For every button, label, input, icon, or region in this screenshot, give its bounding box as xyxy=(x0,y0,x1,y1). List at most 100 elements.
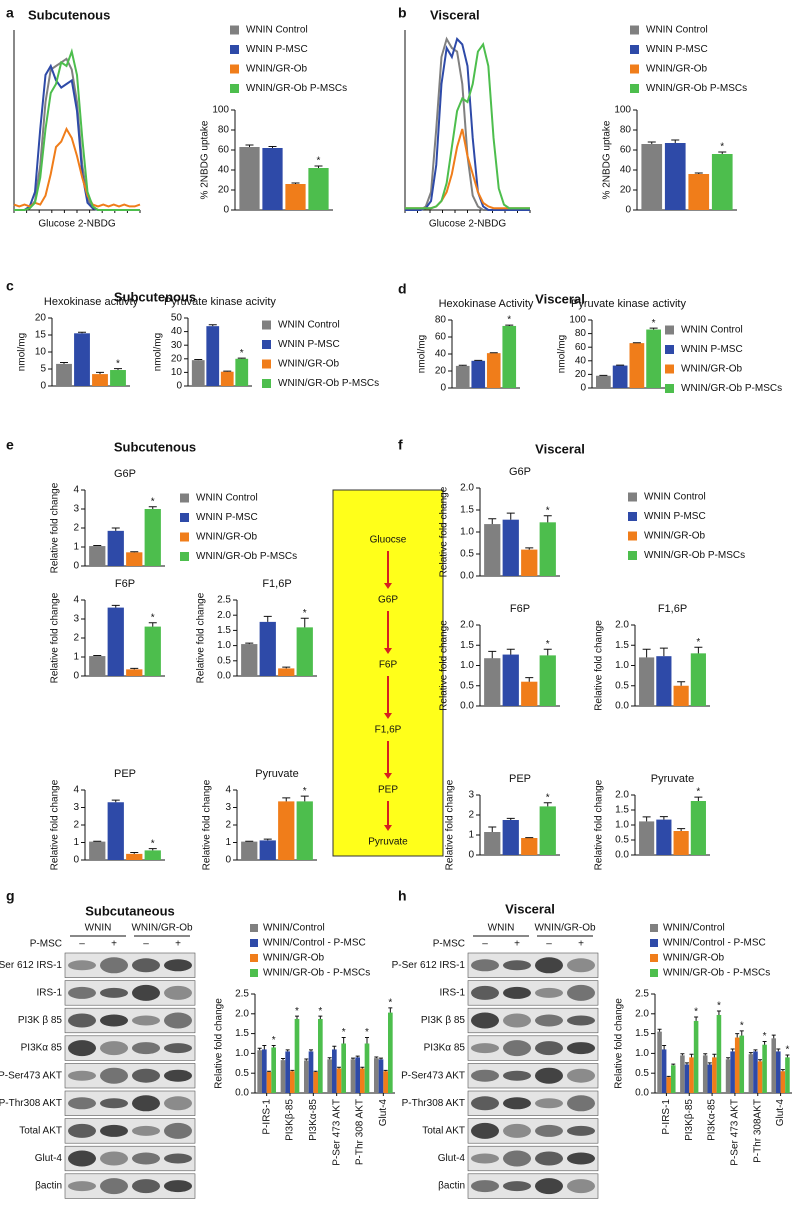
blot-band xyxy=(535,1178,563,1195)
bar xyxy=(707,1064,713,1093)
x-tick-label: P-Ser 473 AKT xyxy=(730,1099,741,1166)
legend-label: WNIN P-MSC xyxy=(246,44,308,55)
error-bar xyxy=(130,551,139,553)
error-bar xyxy=(262,1044,267,1050)
error-bar xyxy=(671,1063,676,1066)
bar xyxy=(278,801,295,860)
y-tick-label: 1.0 xyxy=(235,1048,249,1059)
bar xyxy=(341,1043,346,1093)
blot-band xyxy=(503,1013,531,1028)
error-bar xyxy=(758,1059,763,1062)
error-bar xyxy=(96,371,104,375)
bar xyxy=(539,522,556,576)
y-tick-label: 2.0 xyxy=(615,620,629,631)
significance: * xyxy=(696,637,700,648)
error-bar xyxy=(148,622,157,627)
chart-title: Hexokinase Activity xyxy=(439,298,534,310)
y-tick-label: 1.0 xyxy=(460,527,474,538)
y-tick-label: 0.0 xyxy=(235,1088,249,1099)
legend-label: WNIN/GR-Ob xyxy=(681,364,743,375)
error-bar xyxy=(649,327,658,330)
bar xyxy=(702,1055,708,1093)
y-tick-label: 60 xyxy=(575,342,587,353)
histogram-line xyxy=(405,128,530,210)
bar xyxy=(206,326,220,386)
blot-band xyxy=(100,1124,128,1137)
legend-swatch xyxy=(665,345,674,354)
blot-sign: – xyxy=(143,939,149,950)
significance: * xyxy=(740,1020,744,1031)
y-tick-label: 2.0 xyxy=(615,790,629,801)
y-axis-label: % 2NBDG uptake xyxy=(602,120,613,199)
error-bar xyxy=(282,666,291,669)
blot-group: WNIN/GR-Ob xyxy=(534,923,596,934)
error-bar xyxy=(267,1070,271,1073)
chart-title: F1,6P xyxy=(262,578,291,590)
bar xyxy=(285,1051,290,1093)
legend-swatch xyxy=(650,924,658,932)
blot-band xyxy=(164,1043,192,1054)
error-bar xyxy=(735,1033,740,1038)
blot-band xyxy=(68,1097,96,1110)
blot-treatment: P-MSC xyxy=(30,939,62,950)
panel-letter: g xyxy=(6,888,15,904)
y-tick-label: 4 xyxy=(73,485,79,496)
significance: * xyxy=(546,639,550,650)
bar xyxy=(486,353,501,388)
y-axis-label: Relative fold change xyxy=(439,620,450,711)
blot-group: WNIN xyxy=(488,923,515,934)
blot-band xyxy=(503,960,531,971)
y-tick-label: 20 xyxy=(218,185,230,196)
error-bar xyxy=(130,851,139,854)
histogram-line xyxy=(13,126,141,208)
bar xyxy=(690,801,706,855)
bar xyxy=(271,1047,276,1093)
blot-band xyxy=(535,957,563,974)
legend-label: WNIN Control xyxy=(246,25,308,36)
error-bar xyxy=(309,1049,313,1052)
y-tick-label: 3 xyxy=(73,504,79,515)
error-bar xyxy=(543,648,552,656)
panel-title: Subcutenous xyxy=(114,439,196,454)
y-tick-label: 4 xyxy=(225,785,231,796)
blot-sign: + xyxy=(578,939,584,950)
panel-title: Visceral xyxy=(505,901,555,916)
bar xyxy=(661,1049,667,1093)
bar xyxy=(388,1012,393,1093)
y-axis-label: nmol/mg xyxy=(153,333,164,371)
bar xyxy=(596,375,611,388)
bar xyxy=(241,644,258,676)
legend-swatch xyxy=(630,45,639,54)
y-tick-label: 40 xyxy=(435,349,447,360)
legend-label: WNIN Control xyxy=(681,325,743,336)
blot-band xyxy=(132,1068,160,1083)
error-bar xyxy=(680,1053,685,1056)
error-bar xyxy=(245,144,254,147)
error-bar xyxy=(341,1037,346,1044)
chart-title: Pyruvate kinase acivity xyxy=(164,296,276,308)
y-tick-label: 2.0 xyxy=(635,1008,649,1019)
legend-swatch xyxy=(665,364,674,374)
bar xyxy=(673,685,689,706)
legend-label: WNIN Control xyxy=(278,320,340,331)
error-bar xyxy=(712,1053,717,1058)
bar xyxy=(780,1071,786,1093)
bar xyxy=(484,658,501,706)
chart-title: PEP xyxy=(114,768,136,780)
significance: * xyxy=(785,1045,789,1056)
chart-title: F6P xyxy=(115,578,135,590)
panel-letter: d xyxy=(398,281,407,297)
legend-swatch xyxy=(628,512,637,521)
bar xyxy=(278,668,295,676)
y-tick-label: 1.5 xyxy=(615,805,629,816)
bar xyxy=(191,360,205,386)
legend-swatch xyxy=(180,552,189,561)
y-tick-label: 1.5 xyxy=(460,640,474,651)
panel-letter: e xyxy=(6,437,14,453)
blot-band xyxy=(164,1122,192,1139)
legend-swatch xyxy=(180,532,189,542)
error-bar xyxy=(268,146,277,148)
blot-row-label: PI3K β 85 xyxy=(18,1015,63,1026)
error-bar xyxy=(543,802,552,807)
